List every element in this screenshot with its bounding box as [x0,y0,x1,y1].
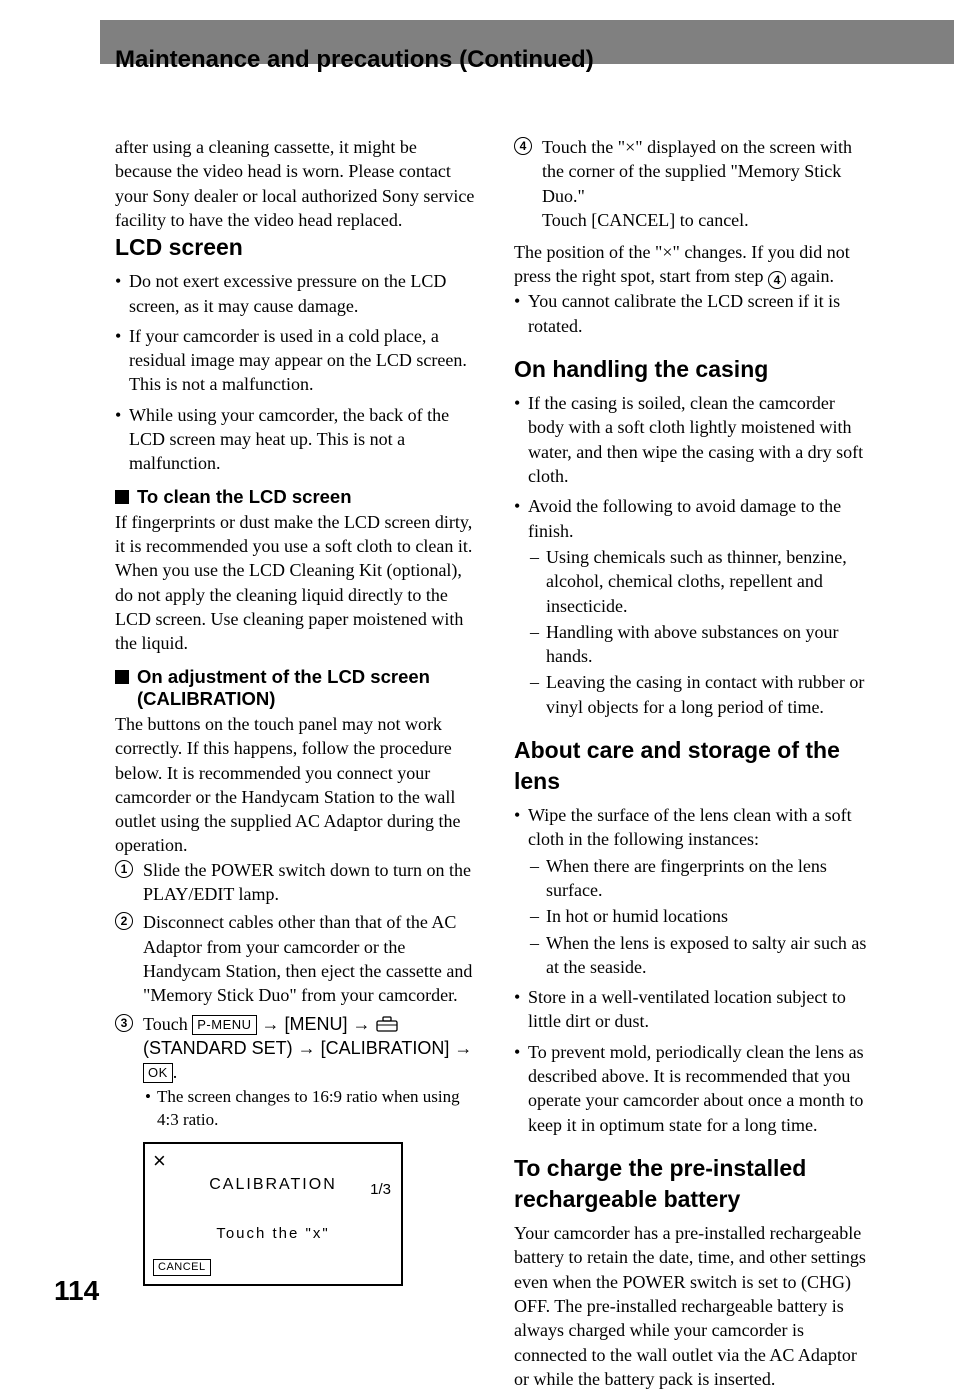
pmenu-button-label: P-MENU [192,1015,256,1035]
calib-ratio: 1/3 [370,1180,391,1200]
heading-lcd-screen: LCD screen [115,232,476,263]
calibration-screen-diagram: × CALIBRATION 1/3 Touch the "x" CANCEL [143,1142,403,1286]
lens-bullet-list: Wipe the surface of the lens clean with … [514,803,875,1137]
list-item: If your camcorder is used in a cold plac… [115,324,476,397]
step-note: The screen changes to 16:9 ratio when us… [143,1086,476,1132]
step-text-end: . [173,1062,178,1082]
step-text-a: Touch the "×" displayed on the screen wi… [542,137,852,206]
toolbox-icon [376,1016,398,1032]
step-item: 2 Disconnect cables other than that of t… [115,910,476,1007]
sub-item: Leaving the casing in contact with rubbe… [528,670,875,719]
list-item: Wipe the surface of the lens clean with … [514,803,875,979]
position-paragraph: The position of the "×" changes. If you … [514,240,875,289]
step-text-pre: Touch [143,1014,192,1034]
subheading-calibration: On adjustment of the LCD screen (CALIBRA… [115,666,476,710]
calib-paragraph: The buttons on the touch panel may not w… [115,712,476,858]
left-column: after using a cleaning cassette, it migh… [115,135,476,1391]
step-text-mid1: → [MENU] → [257,1014,376,1034]
subheading-text: To clean the LCD screen [137,486,352,508]
casing-sublist: Using chemicals such as thinner, benzine… [528,545,875,719]
heading-lens: About care and storage of the lens [514,735,875,797]
square-bullet-icon [115,490,129,504]
step-text: Slide the POWER switch down to turn on t… [143,860,471,904]
circled-number-icon: 1 [115,860,133,878]
rotation-note-list: You cannot calibrate the LCD screen if i… [514,289,875,338]
step-item: 4 Touch the "×" displayed on the screen … [514,135,875,232]
circled-number-icon: 2 [115,912,133,930]
battery-paragraph: Your camcorder has a pre-installed recha… [514,1221,875,1391]
list-item: You cannot calibrate the LCD screen if i… [514,289,875,338]
step-text-b: Touch [CANCEL] to cancel. [542,210,749,230]
casing-bullet-list: If the casing is soiled, clean the camco… [514,391,875,719]
page-body: after using a cleaning cassette, it migh… [115,135,875,1391]
calib-title: CALIBRATION [153,1174,393,1196]
calibration-steps-cont: 4 Touch the "×" displayed on the screen … [514,135,875,232]
list-item-text: Avoid the following to avoid damage to t… [528,496,841,540]
calib-cancel-button: CANCEL [153,1259,211,1276]
step-text: Disconnect cables other than that of the… [143,912,472,1005]
clean-paragraph: If fingerprints or dust make the LCD scr… [115,510,476,656]
list-item: While using your camcorder, the back of … [115,403,476,476]
sub-item: In hot or humid locations [528,904,875,928]
list-item: To prevent mold, periodically clean the … [514,1040,875,1137]
sub-item: When there are fingerprints on the lens … [528,854,875,903]
page-number: 114 [54,1275,99,1307]
circled-number-icon: 4 [768,271,786,289]
list-item: Store in a well-ventilated location subj… [514,985,875,1034]
sub-item: Handling with above substances on your h… [528,620,875,669]
list-item: If the casing is soiled, clean the camco… [514,391,875,488]
lens-sublist: When there are fingerprints on the lens … [528,854,875,979]
lcd-bullet-list: Do not exert excessive pressure on the L… [115,269,476,475]
pos-text-b: again. [786,266,834,286]
list-item: Avoid the following to avoid damage to t… [514,494,875,719]
calib-touch-text: Touch the "x" [153,1224,393,1244]
step-text-mid2: (STANDARD SET) → [CALIBRATION] → [143,1038,472,1058]
heading-battery: To charge the pre-installed rechargeable… [514,1153,875,1215]
step-item: 3 Touch P-MENU → [MENU] → (STANDARD SET)… [115,1012,476,1133]
calibration-steps: 1 Slide the POWER switch down to turn on… [115,858,476,1133]
circled-number-icon: 3 [115,1014,133,1032]
intro-paragraph: after using a cleaning cassette, it migh… [115,135,476,232]
subheading-text: On adjustment of the LCD screen (CALIBRA… [137,666,476,710]
sub-item: Using chemicals such as thinner, benzine… [528,545,875,618]
sub-item: When the lens is exposed to salty air su… [528,931,875,980]
square-bullet-icon [115,670,129,684]
heading-casing: On handling the casing [514,354,875,385]
list-item-text: Wipe the surface of the lens clean with … [528,805,852,849]
list-item: Do not exert excessive pressure on the L… [115,269,476,318]
chapter-title: Maintenance and precautions (Continued) [115,46,594,74]
calib-x-mark: × [153,1150,393,1172]
step-item: 1 Slide the POWER switch down to turn on… [115,858,476,907]
subheading-clean-lcd: To clean the LCD screen [115,486,476,508]
right-column: 4 Touch the "×" displayed on the screen … [514,135,875,1391]
circled-number-icon: 4 [514,137,532,155]
ok-button-label: OK [143,1063,173,1083]
